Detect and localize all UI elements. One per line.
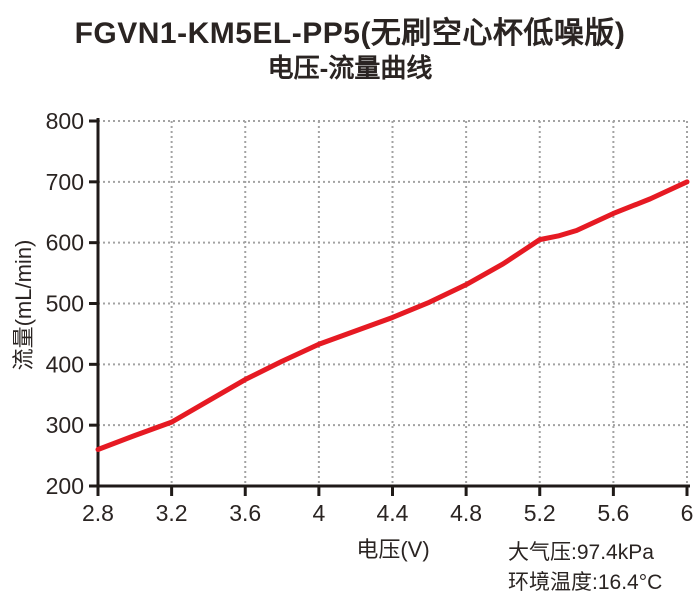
chart-title: FGVN1-KM5EL-PP5(无刷空心杯低噪版) bbox=[74, 17, 626, 50]
x-tick-label: 5.6 bbox=[597, 500, 629, 526]
x-tick-label: 3.2 bbox=[156, 500, 188, 526]
y-tick-label: 200 bbox=[46, 473, 84, 499]
y-tick-label: 500 bbox=[46, 291, 84, 317]
condition-ambient-temperature: 环境温度:16.4°C bbox=[508, 571, 663, 594]
x-axis-title: 电压(V) bbox=[356, 537, 430, 562]
y-tick-label: 400 bbox=[46, 351, 84, 377]
x-tick-label: 6 bbox=[681, 500, 694, 526]
x-tick-label: 2.8 bbox=[82, 500, 114, 526]
x-tick-label: 3.6 bbox=[229, 500, 261, 526]
x-tick-label: 4.4 bbox=[377, 500, 409, 526]
y-tick-label: 800 bbox=[46, 108, 84, 134]
x-tick-label: 5.2 bbox=[524, 500, 556, 526]
chart-subtitle: 电压-流量曲线 bbox=[267, 53, 433, 83]
condition-atmospheric-pressure: 大气压:97.4kPa bbox=[508, 541, 654, 564]
flow-curve bbox=[95, 179, 690, 452]
y-axis-title: 流量(mL/min) bbox=[11, 239, 36, 371]
y-tick-label: 300 bbox=[46, 412, 84, 438]
x-tick-label: 4 bbox=[312, 500, 325, 526]
y-tick-label: 700 bbox=[46, 169, 84, 195]
y-tick-label: 600 bbox=[46, 230, 84, 256]
x-tick-label: 4.8 bbox=[450, 500, 482, 526]
